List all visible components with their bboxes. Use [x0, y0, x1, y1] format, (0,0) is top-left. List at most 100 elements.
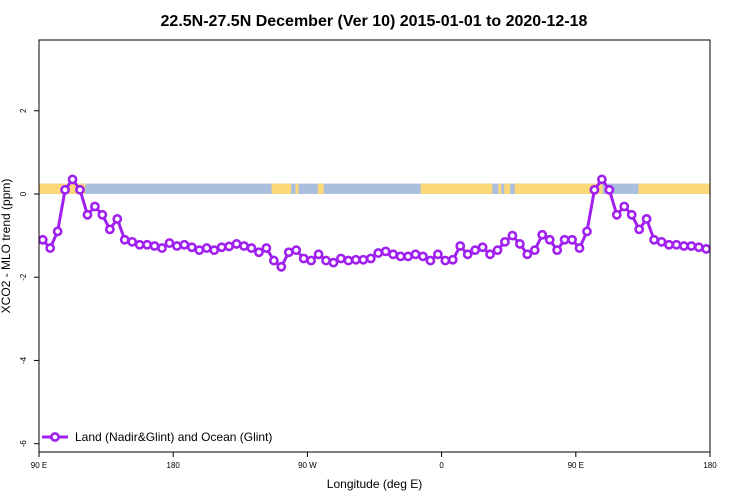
data-point — [582, 226, 592, 237]
data-point — [350, 254, 361, 265]
data-point — [686, 241, 697, 251]
data-point — [418, 251, 428, 262]
land-segment — [420, 183, 493, 194]
data-point — [67, 174, 78, 185]
data-point — [500, 236, 510, 247]
plot-frame — [38, 39, 711, 453]
x-tick-label: 180 — [703, 461, 717, 470]
x-tick-label: 180 — [167, 461, 181, 470]
x-axis: 90 E 180 90 W 0 90 E 180 — [31, 452, 717, 470]
data-point — [410, 249, 421, 260]
data-point — [596, 174, 607, 185]
data-point — [373, 248, 384, 258]
y-tick-label: -6 — [19, 440, 28, 448]
x-tick-label: 90 E — [568, 461, 584, 470]
land-segment — [271, 183, 291, 194]
data-point — [134, 239, 145, 250]
data-point — [514, 239, 525, 249]
data-point — [127, 236, 138, 247]
y-axis: 2 0 -2 -4 -6 — [19, 108, 39, 447]
data-point — [611, 209, 622, 220]
data-point — [291, 245, 302, 256]
data-point — [380, 246, 391, 257]
data-point — [470, 245, 481, 256]
y-tick-label: -4 — [19, 356, 28, 364]
data-point — [224, 241, 235, 252]
data-point — [52, 226, 63, 237]
y-axis-label: XCO2 - MLO trend (ppm) — [0, 179, 13, 314]
data-point — [522, 249, 533, 260]
data-point — [60, 184, 70, 195]
data-point — [231, 239, 242, 249]
data-point — [388, 249, 399, 260]
data-point — [626, 209, 637, 220]
legend: Land (Nadir&Glint) and Ocean (Glint) — [42, 430, 272, 444]
data-point — [485, 249, 495, 260]
data-point — [112, 214, 123, 224]
data-point — [425, 255, 436, 266]
data-point — [664, 239, 674, 250]
data-point — [172, 241, 182, 251]
x-axis-label: Longitude (deg E) — [327, 477, 422, 491]
data-point — [619, 201, 630, 212]
data-point — [477, 242, 488, 253]
data-point — [492, 245, 503, 256]
data-point — [440, 255, 451, 266]
data-point — [365, 253, 376, 264]
data-point — [209, 245, 220, 256]
data-point — [634, 224, 645, 235]
data-point — [649, 234, 659, 245]
data-point — [97, 209, 108, 220]
data-point — [544, 234, 555, 245]
land-segment — [638, 183, 710, 194]
y-tick-label: 0 — [19, 191, 28, 196]
data-point — [432, 249, 443, 260]
data-point — [276, 261, 287, 272]
data-point — [447, 254, 458, 265]
data-point — [701, 244, 710, 254]
data-point — [194, 245, 205, 256]
data-point — [537, 229, 548, 240]
data-point — [313, 249, 324, 260]
data-point — [298, 253, 309, 264]
data-point — [336, 253, 346, 264]
data-point — [552, 245, 563, 256]
data-point — [157, 243, 167, 253]
series-layer — [39, 174, 710, 272]
data-point — [142, 239, 153, 250]
data-point — [567, 234, 577, 245]
data-point — [403, 251, 413, 262]
data-point — [119, 234, 130, 245]
data-point — [589, 184, 600, 195]
data-point — [239, 241, 249, 251]
chart-title: 22.5N-27.5N December (Ver 10) 2015-01-01… — [161, 13, 588, 30]
y-tick-label: -2 — [19, 273, 28, 281]
data-point — [656, 236, 667, 247]
data-point — [462, 249, 473, 260]
data-point — [104, 224, 115, 235]
data-point — [164, 238, 175, 248]
data-point — [246, 243, 257, 253]
data-point — [45, 243, 56, 253]
x-tick-label: 90 W — [298, 461, 317, 470]
ocean-band — [39, 183, 710, 194]
land-segment — [514, 183, 603, 194]
data-point — [321, 255, 331, 266]
data-point — [201, 243, 212, 253]
data-point — [179, 239, 190, 250]
data-point — [149, 241, 160, 251]
land-segment — [317, 183, 324, 194]
data-point — [358, 254, 369, 265]
data-point — [641, 214, 652, 224]
data-point — [574, 243, 585, 253]
data-point — [693, 242, 704, 253]
data-point — [343, 255, 354, 266]
x-tick-label: 90 E — [31, 461, 47, 470]
land-segment — [295, 183, 299, 194]
data-point — [671, 239, 682, 250]
data-point — [559, 234, 570, 245]
data-point — [283, 247, 294, 258]
data-point — [604, 184, 615, 195]
data-point — [268, 255, 279, 266]
